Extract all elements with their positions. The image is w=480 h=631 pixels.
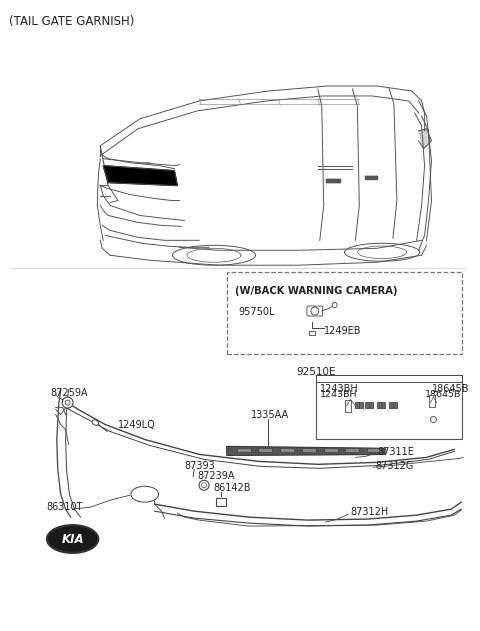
Polygon shape bbox=[365, 175, 377, 179]
Bar bbox=[367, 449, 381, 452]
Bar bbox=[227, 272, 462, 354]
Bar bbox=[429, 394, 435, 406]
FancyBboxPatch shape bbox=[307, 306, 323, 316]
Text: 86142B: 86142B bbox=[213, 483, 251, 493]
Text: (TAIL GATE GARNISH): (TAIL GATE GARNISH) bbox=[9, 15, 135, 28]
Bar bbox=[365, 401, 373, 408]
Ellipse shape bbox=[47, 525, 98, 553]
Bar bbox=[377, 401, 385, 408]
Text: 87239A: 87239A bbox=[197, 471, 235, 481]
Circle shape bbox=[311, 307, 319, 315]
Circle shape bbox=[202, 483, 206, 488]
Bar bbox=[324, 449, 337, 452]
Circle shape bbox=[332, 302, 337, 307]
Text: 87259A: 87259A bbox=[51, 387, 88, 398]
Bar bbox=[346, 399, 351, 411]
Text: 1249EB: 1249EB bbox=[324, 326, 361, 336]
Bar bbox=[280, 449, 294, 452]
Polygon shape bbox=[419, 129, 432, 149]
Bar bbox=[316, 382, 462, 439]
Bar bbox=[302, 449, 316, 452]
Text: 92510E: 92510E bbox=[296, 367, 336, 377]
Text: 87312H: 87312H bbox=[350, 507, 389, 517]
Text: 1243BH: 1243BH bbox=[320, 390, 357, 399]
Text: KIA: KIA bbox=[61, 533, 84, 546]
Circle shape bbox=[431, 416, 436, 423]
Text: 1243BH: 1243BH bbox=[320, 384, 359, 394]
Ellipse shape bbox=[131, 487, 158, 502]
Text: (W/BACK WARNING CAMERA): (W/BACK WARNING CAMERA) bbox=[235, 286, 397, 296]
Text: 18645B: 18645B bbox=[432, 384, 469, 394]
Bar bbox=[216, 498, 226, 506]
Text: 95750L: 95750L bbox=[239, 307, 275, 317]
Bar bbox=[309, 331, 315, 335]
Text: 1335AA: 1335AA bbox=[251, 410, 288, 420]
Bar bbox=[389, 401, 397, 408]
Ellipse shape bbox=[92, 420, 98, 425]
Polygon shape bbox=[227, 446, 385, 456]
Circle shape bbox=[62, 397, 73, 408]
Bar bbox=[355, 401, 363, 408]
Circle shape bbox=[199, 480, 209, 490]
Bar bbox=[258, 449, 272, 452]
Polygon shape bbox=[326, 179, 339, 182]
Text: 86310T: 86310T bbox=[46, 502, 83, 512]
Polygon shape bbox=[103, 166, 178, 186]
Text: 1249LQ: 1249LQ bbox=[118, 420, 156, 430]
Text: 87312G: 87312G bbox=[375, 461, 413, 471]
Text: 18645B: 18645B bbox=[425, 390, 461, 399]
Circle shape bbox=[65, 400, 70, 405]
Text: 87393: 87393 bbox=[184, 461, 215, 471]
Bar bbox=[346, 449, 360, 452]
Text: 87311E: 87311E bbox=[377, 447, 414, 457]
Bar bbox=[237, 449, 251, 452]
